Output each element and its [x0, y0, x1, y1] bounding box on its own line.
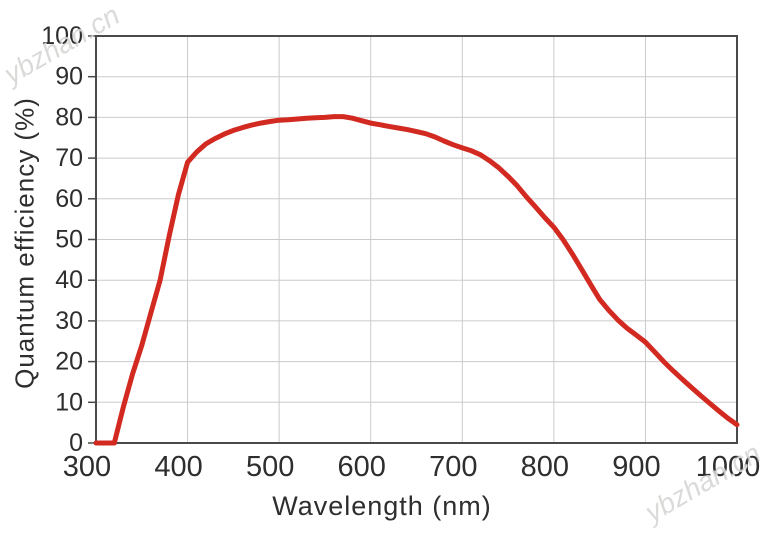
qe-curve	[93, 114, 740, 446]
y-tick-label: 60	[55, 185, 83, 213]
x-tick-label: 500	[246, 451, 294, 483]
x-tick-label: 1000	[696, 451, 761, 483]
x-tick-label: 800	[521, 451, 569, 483]
y-axis-title: Quantum efficiency (%)	[9, 97, 40, 389]
y-tick-label: 100	[41, 22, 83, 50]
x-axis-title: Wavelength (nm)	[272, 491, 492, 521]
x-tick-label: 600	[338, 451, 386, 483]
x-tick-label: 700	[429, 451, 477, 483]
x-tick-label: 900	[612, 451, 660, 483]
y-tick-label: 70	[55, 144, 83, 172]
y-tick-label: 10	[55, 388, 83, 416]
y-tick-label: 40	[55, 266, 83, 294]
y-tick-label: 0	[69, 429, 83, 457]
x-tick-label: 300	[63, 451, 111, 483]
y-tick-label: 80	[55, 103, 83, 131]
y-tick-label: 90	[55, 63, 83, 91]
y-tick-label: 30	[55, 307, 83, 335]
y-tick-label: 20	[55, 348, 83, 376]
y-tick-label: 50	[55, 226, 83, 254]
x-tick-label: 400	[154, 451, 202, 483]
